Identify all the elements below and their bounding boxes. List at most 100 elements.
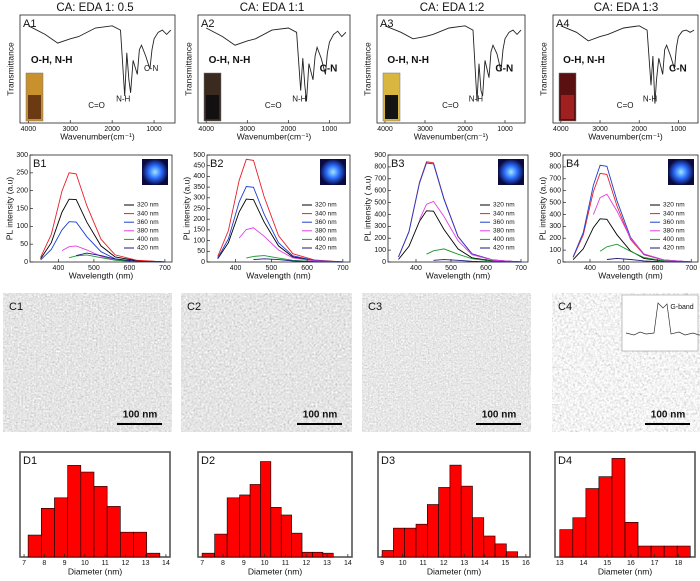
- x-tick-label: 15: [501, 560, 509, 567]
- x-tick-label: 14: [162, 560, 170, 567]
- legend-label: 360 nm: [493, 219, 515, 226]
- x-tick-label: 8: [42, 560, 46, 567]
- y-axis-label: PL intensity ( a.u): [362, 175, 372, 241]
- y-axis-label: Transmittance: [362, 42, 372, 96]
- x-axis-label: Diameter (nm): [598, 566, 652, 576]
- x-tick-label: 18: [674, 560, 682, 567]
- y-tick-label: 800: [549, 164, 561, 171]
- x-axis-label: Wavelength (nm): [598, 270, 663, 280]
- series-line: [426, 248, 522, 263]
- bar: [201, 552, 215, 558]
- bar: [598, 476, 613, 558]
- panel-label: B4: [566, 158, 579, 170]
- peak-annotation: C-N: [320, 64, 338, 75]
- x-tick-label: 400: [53, 265, 65, 272]
- tem-image: [181, 293, 352, 432]
- bar: [559, 529, 574, 558]
- image-label: C4: [558, 301, 572, 313]
- bar: [40, 508, 55, 558]
- image-label: C1: [9, 301, 23, 313]
- x-tick-label: 500: [88, 265, 100, 272]
- y-tick-label: 50: [197, 248, 205, 255]
- bar: [249, 484, 261, 558]
- bar: [80, 471, 95, 558]
- x-tick-label: 16: [627, 560, 635, 567]
- x-tick-label: 600: [480, 265, 492, 272]
- series-line: [238, 227, 343, 263]
- x-axis-label: Wavelength (nm): [69, 270, 134, 280]
- series-line: [253, 258, 343, 263]
- legend-label: 360 nm: [315, 219, 337, 226]
- legend-label: 380 nm: [137, 228, 159, 235]
- x-tick-label: 400: [584, 265, 596, 272]
- uv-vial-photo: [498, 159, 524, 185]
- x-axis-label: Diameter (nm): [427, 566, 481, 576]
- y-tick-label: 100: [193, 237, 205, 244]
- x-tick-label: 9: [242, 560, 246, 567]
- y-tick-label: 0: [557, 259, 561, 266]
- series-line: [398, 162, 522, 263]
- bar: [585, 488, 600, 558]
- panel-label: A3: [380, 18, 393, 30]
- peak-annotation: C-N: [144, 64, 158, 73]
- legend-label: 360 nm: [663, 219, 685, 226]
- legend-label: 320 nm: [315, 202, 337, 209]
- y-tick-label: 600: [549, 188, 561, 195]
- inset: [621, 294, 699, 352]
- y-tick-label: 150: [193, 227, 205, 234]
- x-tick-label: 14: [481, 560, 489, 567]
- peak-annotation: N-H: [643, 94, 657, 103]
- peak-annotation: N-H: [469, 94, 483, 103]
- x-tick-label: 10: [399, 560, 407, 567]
- x-tick-label: 1000: [146, 126, 162, 133]
- bar: [426, 504, 439, 558]
- bar: [239, 494, 251, 558]
- legend-label: 320 nm: [663, 202, 685, 209]
- y-tick-label: 700: [374, 176, 386, 183]
- bar: [449, 464, 462, 558]
- x-tick-label: 9: [380, 560, 384, 567]
- x-tick-label: 4000: [377, 126, 393, 133]
- x-tick-label: 14: [580, 560, 588, 567]
- series-line: [217, 158, 343, 263]
- x-tick-label: 8: [221, 560, 225, 567]
- peak-annotation: O-H, N-H: [387, 55, 429, 66]
- y-axis-label: PL intensity (a.u): [4, 177, 14, 241]
- x-axis-label: Wavenumber(cm⁻¹): [237, 131, 312, 141]
- inset-profile: [625, 302, 700, 336]
- column-title: CA: EDA 1:3: [594, 2, 659, 14]
- x-tick-label: 700: [159, 265, 171, 272]
- x-tick-label: 1000: [322, 126, 338, 133]
- x-tick-label: 700: [515, 265, 527, 272]
- uv-vial-photo: [668, 159, 694, 185]
- series-line: [599, 243, 692, 263]
- x-tick-label: 17: [651, 560, 659, 567]
- x-axis-label: Wavenumber(cm⁻¹): [60, 131, 135, 141]
- y-tick-label: 900: [374, 152, 386, 159]
- y-tick-label: 400: [374, 211, 386, 218]
- y-tick-label: 250: [193, 205, 205, 212]
- x-tick-label: 400: [230, 265, 242, 272]
- legend-label: 380 nm: [493, 228, 515, 235]
- column-title: CA: EDA 1:2: [420, 2, 485, 14]
- panel-label: D4: [558, 455, 572, 467]
- y-tick-label: 900: [549, 152, 561, 159]
- bar: [676, 545, 691, 558]
- legend-label: 340 nm: [663, 210, 685, 217]
- uv-vial-photo: [320, 159, 346, 185]
- legend-label: 340 nm: [315, 210, 337, 217]
- panel-label: A4: [556, 18, 569, 30]
- x-tick-label: 3000: [62, 126, 78, 133]
- bar: [611, 458, 626, 558]
- x-tick-label: 3000: [240, 126, 256, 133]
- series-line: [217, 198, 343, 263]
- series-line: [384, 25, 522, 102]
- y-tick-label: 500: [549, 199, 561, 206]
- vial-photo: [28, 95, 41, 119]
- panel-label: D1: [23, 455, 37, 467]
- y-axis-label: PL intensity (a.u): [181, 177, 191, 241]
- legend-label: 340 nm: [137, 210, 159, 217]
- bar: [393, 527, 406, 558]
- legend-label: 380 nm: [663, 228, 685, 235]
- x-tick-label: 13: [460, 560, 468, 567]
